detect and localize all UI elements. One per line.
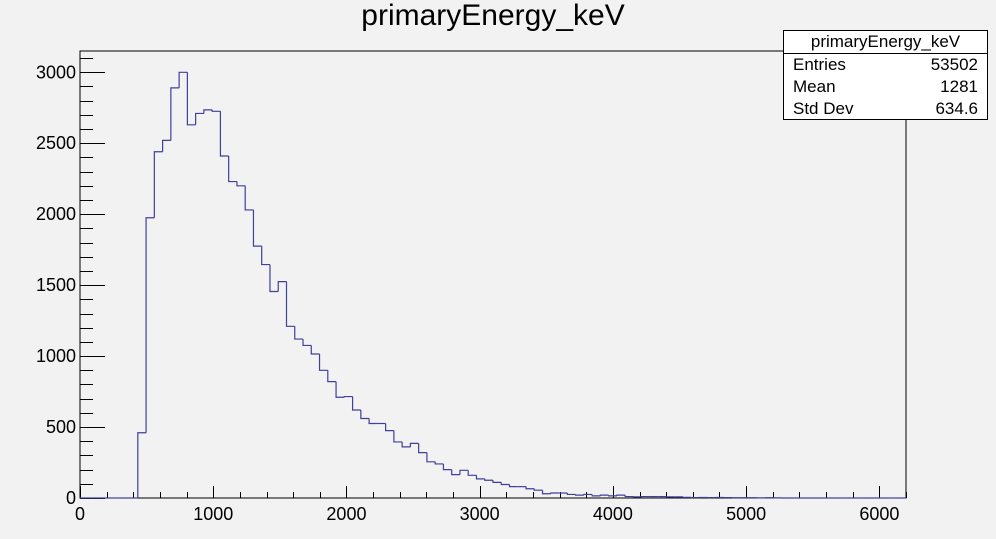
histogram-bin: [566, 493, 576, 496]
y-tick-label: 0: [66, 488, 76, 508]
histogram-bin: [269, 264, 279, 293]
histogram-bin: [360, 410, 370, 420]
histogram-bin: [451, 469, 460, 476]
histogram-bin: [401, 441, 411, 448]
histogram-bin: [575, 494, 584, 496]
histogram-bin: [492, 480, 502, 483]
stats-value: 1281: [940, 77, 978, 96]
histogram-bin: [252, 209, 262, 247]
histogram-bin: [385, 423, 394, 432]
histogram-bin: [211, 109, 221, 112]
x-tick-label: 1000: [193, 504, 233, 524]
histogram-bin: [368, 418, 378, 425]
y-tick-label: 2000: [36, 204, 76, 224]
histogram-bin: [426, 452, 436, 463]
histogram-bin: [302, 339, 312, 347]
stats-box: primaryEnergy_keV Entries 53502 Mean 128…: [783, 30, 988, 120]
histogram-bin: [624, 495, 634, 498]
stats-label: Mean: [793, 77, 836, 96]
histogram-bin: [616, 494, 626, 496]
y-tick-label: 1000: [36, 346, 76, 366]
histogram-bin: [261, 246, 270, 266]
histogram-bin: [525, 486, 535, 490]
histogram-bin: [500, 482, 510, 486]
x-tick-label: 4000: [593, 504, 633, 524]
histogram-bin: [409, 442, 419, 447]
histogram-bin: [327, 370, 337, 383]
x-tick-label: 0: [75, 504, 85, 524]
stats-value: 53502: [930, 55, 978, 74]
stats-row-mean: Mean 1281: [784, 76, 987, 98]
histogram-bin: [608, 495, 617, 497]
y-tick-label: 1500: [36, 275, 76, 295]
histogram-bin: [219, 111, 229, 157]
plot-frame: [79, 50, 907, 499]
histogram-bin: [137, 432, 147, 498]
chart-title: primaryEnergy_keV: [361, 0, 624, 32]
histogram-bin: [442, 463, 452, 471]
y-tick-label: 2500: [36, 133, 76, 153]
histogram-bin: [459, 469, 469, 475]
stats-box-title: primaryEnergy_keV: [784, 31, 987, 54]
histogram-bin: [484, 478, 493, 481]
stats-row-std-dev: Std Dev 634.6: [784, 98, 987, 120]
histogram-bin: [236, 181, 246, 187]
histogram-bin: [318, 353, 328, 371]
histogram-bin: [145, 217, 155, 433]
histogram-bin: [277, 281, 287, 292]
histogram-bin: [533, 488, 543, 491]
y-tick-label: 500: [46, 417, 76, 437]
histogram-bin: [467, 470, 477, 476]
stats-label: Entries: [793, 55, 846, 74]
histogram-bin: [335, 381, 345, 398]
histogram-bin: [583, 493, 593, 496]
x-tick-label: 5000: [726, 504, 766, 524]
histogram-bin: [541, 490, 551, 495]
histogram-bin: [599, 494, 609, 496]
x-tick-label: 2000: [326, 504, 366, 524]
histogram-bin: [153, 151, 163, 218]
histogram-bins: [80, 71, 906, 499]
histogram-bin: [203, 109, 213, 114]
histogram-bin: [343, 395, 353, 398]
axes: 0 1000 2000 3000 4000 5000 6000 0 500 1000 1500 200…: [36, 50, 907, 524]
stats-row-entries: Entries 53502: [784, 54, 987, 76]
histogram-bin: [508, 484, 518, 488]
histogram-bin: [228, 156, 237, 183]
histogram-bin: [186, 72, 196, 126]
histogram-bin: [285, 281, 295, 327]
histogram-bin: [550, 492, 560, 494]
x-tick-label: 3000: [460, 504, 500, 524]
histogram-bin: [591, 494, 601, 497]
y-tick-label: 3000: [36, 62, 76, 82]
stats-value: 634.6: [935, 99, 978, 118]
histogram-bin: [393, 430, 403, 443]
histogram-bin: [294, 326, 304, 340]
histogram-bin: [162, 139, 171, 152]
stats-label: Std Dev: [793, 99, 854, 118]
histogram-bin: [310, 345, 320, 355]
x-tick-label: 6000: [859, 504, 899, 524]
histogram-bin: [178, 71, 188, 88]
histogram-bin: [475, 475, 485, 480]
histogram-bin: [434, 461, 444, 465]
histogram-bin: [418, 443, 427, 454]
histogram-bin: [351, 396, 361, 411]
histogram-bin: [170, 87, 180, 141]
histogram-bin: [195, 112, 204, 125]
histogram-bin: [244, 185, 254, 211]
